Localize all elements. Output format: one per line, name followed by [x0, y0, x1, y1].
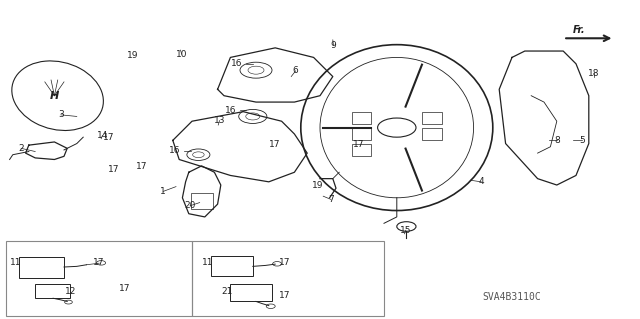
- Text: 16: 16: [231, 59, 243, 68]
- Text: 17: 17: [108, 165, 120, 174]
- Text: 17: 17: [279, 258, 291, 267]
- Text: 17: 17: [103, 133, 115, 142]
- Text: 16: 16: [169, 146, 180, 155]
- Text: 1: 1: [161, 187, 166, 196]
- Text: 17: 17: [93, 258, 105, 267]
- Text: 3: 3: [58, 110, 63, 119]
- Text: 17: 17: [353, 140, 364, 149]
- Text: 19: 19: [127, 51, 139, 60]
- Text: 9: 9: [331, 41, 336, 50]
- Text: 19: 19: [312, 181, 324, 189]
- Text: 21: 21: [221, 287, 233, 296]
- Text: 20: 20: [184, 201, 196, 210]
- Bar: [19, 257, 64, 278]
- Text: 17: 17: [279, 291, 291, 300]
- Bar: [352, 128, 371, 140]
- Text: 11: 11: [10, 258, 22, 267]
- Bar: [422, 112, 442, 124]
- Text: 4: 4: [479, 177, 484, 186]
- Text: 12: 12: [65, 287, 76, 296]
- Bar: [35, 284, 70, 298]
- Text: 2: 2: [19, 144, 24, 153]
- Bar: [352, 112, 371, 124]
- Text: 17: 17: [269, 140, 281, 149]
- Text: 10: 10: [176, 50, 188, 59]
- Text: 14: 14: [97, 131, 108, 140]
- Bar: [230, 284, 272, 301]
- Text: 5: 5: [580, 136, 585, 145]
- Text: SVA4B3110C: SVA4B3110C: [483, 292, 541, 302]
- Bar: [422, 128, 442, 140]
- Text: 17: 17: [136, 162, 148, 171]
- Text: 15: 15: [400, 226, 412, 235]
- Bar: [352, 144, 371, 156]
- Text: 7: 7: [328, 195, 333, 204]
- Text: 13: 13: [214, 116, 225, 125]
- Bar: [191, 193, 213, 209]
- Text: 18: 18: [588, 69, 600, 78]
- Text: 6: 6: [293, 66, 298, 75]
- Text: H: H: [50, 91, 59, 101]
- Text: 17: 17: [119, 284, 131, 293]
- Bar: [6, 241, 192, 316]
- Bar: [211, 256, 253, 276]
- Text: 8: 8: [554, 136, 559, 145]
- Text: 16: 16: [225, 106, 236, 115]
- Bar: [192, 241, 384, 316]
- Text: 11: 11: [202, 258, 214, 267]
- Text: Fr.: Fr.: [573, 25, 586, 35]
